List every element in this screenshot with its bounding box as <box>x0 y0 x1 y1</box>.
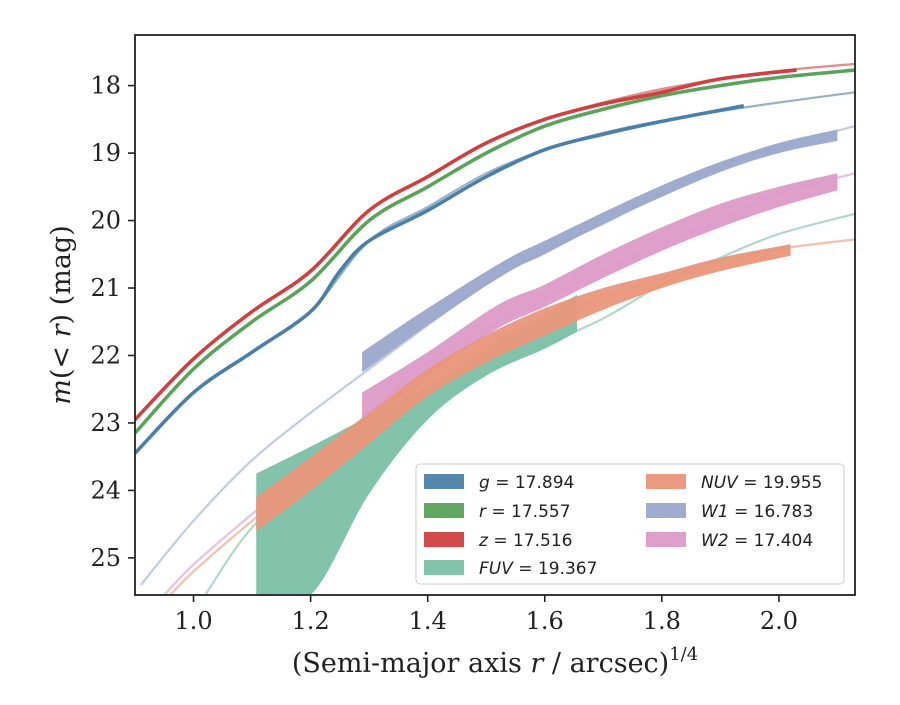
legend: g = 17.894 r = 17.557 z = 17.516 FUV = 19.3… <box>415 463 845 585</box>
legend-frame <box>415 463 845 585</box>
x-tick-label: 1.0 <box>174 607 212 635</box>
x-tick-label: 2.0 <box>760 607 798 635</box>
legend-label-W2: W2 = 17.404 <box>701 531 813 551</box>
band-W2 <box>362 173 838 430</box>
y-tick-label: 21 <box>90 274 121 302</box>
profile-line-g <box>135 104 745 455</box>
legend-label-NUV: NUV = 19.955 <box>701 473 822 493</box>
legend-item-FUV: FUV = 19.367 <box>424 559 597 579</box>
legend-item-z: z = 17.516 <box>424 531 572 551</box>
legend-item-W2: W2 = 17.404 <box>646 531 813 551</box>
legend-item-g: g = 17.894 <box>424 473 574 493</box>
x-axis: 1.0 1.2 1.4 1.6 1.8 2.0 <box>174 595 798 635</box>
profile-line-r <box>135 68 855 435</box>
y-axis-title: m(< r) (mag) <box>46 225 77 404</box>
legend-label-FUV: FUV = 19.367 <box>479 559 597 579</box>
y-tick-label: 20 <box>90 207 121 235</box>
x-tick-label: 1.6 <box>526 607 564 635</box>
y-tick-label: 19 <box>90 139 121 167</box>
legend-swatch-W1 <box>646 503 686 518</box>
legend-swatch-z <box>424 532 464 547</box>
x-tick-label: 1.4 <box>409 607 447 635</box>
y-tick-label: 25 <box>90 544 121 572</box>
legend-swatch-g <box>424 474 464 489</box>
y-tick-label: 24 <box>90 476 121 504</box>
y-tick-label: 22 <box>90 341 121 369</box>
legend-swatch-W2 <box>646 532 686 547</box>
y-tick-label: 18 <box>90 72 121 100</box>
legend-item-r: r = 17.557 <box>424 502 571 522</box>
fit-line-r <box>135 69 855 434</box>
legend-label-r: r = 17.557 <box>479 502 571 522</box>
x-tick-label: 1.2 <box>292 607 330 635</box>
x-axis-exponent: 1/4 <box>669 644 698 665</box>
legend-label-W1: W1 = 16.783 <box>701 502 813 522</box>
legend-label-z: z = 17.516 <box>478 531 572 551</box>
x-tick-label: 1.8 <box>643 607 681 635</box>
legend-swatch-NUV <box>646 474 686 489</box>
x-axis-title: (Semi-major axis r / arcsec)1/4 <box>292 644 698 679</box>
legend-item-W1: W1 = 16.783 <box>646 502 813 522</box>
plot-frame <box>134 34 856 596</box>
profile-line-z <box>135 68 797 421</box>
measured-profile-bands <box>135 68 855 595</box>
legend-swatch-FUV <box>424 560 464 575</box>
legend-item-NUV: NUV = 19.955 <box>646 473 822 493</box>
y-axis: 18 19 20 21 22 23 24 25 <box>90 72 135 572</box>
y-tick-label: 23 <box>90 409 121 437</box>
legend-swatch-r <box>424 503 464 518</box>
band-FUV <box>256 294 577 595</box>
legend-label-g: g = 17.894 <box>479 473 574 493</box>
